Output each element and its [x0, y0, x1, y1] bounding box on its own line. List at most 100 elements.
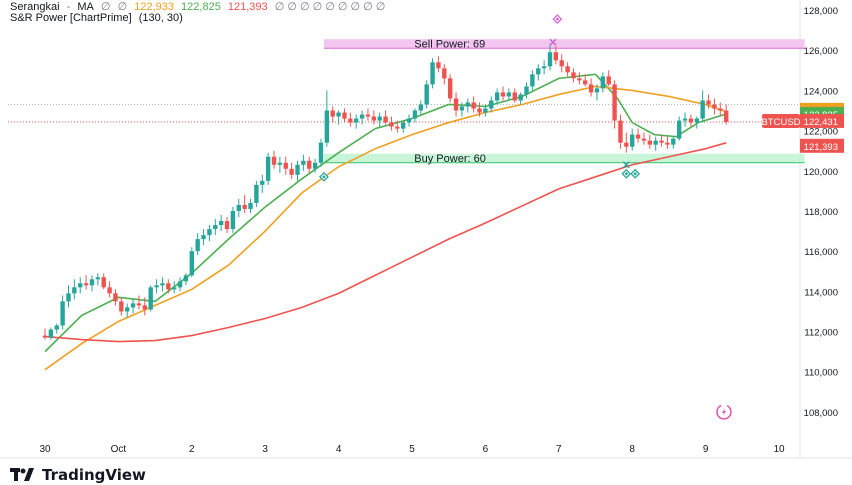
- candle-body-66: [430, 62, 435, 85]
- candle-body-64: [418, 104, 424, 111]
- candle-body-26: [195, 239, 200, 252]
- candle-body-77: [494, 92, 500, 101]
- last-price-label: 122,431: [804, 117, 838, 128]
- x-tick-label: 5: [409, 444, 415, 455]
- candle-body-55: [365, 114, 371, 117]
- candle-body-8: [89, 279, 95, 286]
- symbol-tag: [762, 113, 800, 128]
- candle-body-76: [489, 100, 494, 109]
- candle-body-67: [436, 62, 441, 69]
- tradingview-logo-icon: [10, 468, 34, 481]
- candle-body-32: [230, 210, 236, 230]
- candle-body-17: [142, 305, 148, 310]
- candle-body-56: [371, 116, 377, 121]
- tradingview-logo[interactable]: TradingView: [10, 466, 146, 484]
- candle-body-29: [213, 225, 218, 230]
- trailing-markers: ∅ ∅ ∅ ∅ ∅ ∅ ∅ ∅ ∅: [274, 1, 386, 13]
- candle-body-109: [682, 118, 688, 121]
- candle-body-39: [271, 156, 277, 165]
- candle-body-57: [377, 116, 382, 121]
- candle-body-3: [60, 301, 65, 326]
- candle-body-30: [218, 221, 224, 226]
- x-tick-label: 7: [556, 444, 562, 455]
- y-tick-label: 118,000: [804, 207, 838, 218]
- signal-diamond-core-5: [633, 172, 637, 176]
- candle-body-70: [453, 98, 459, 111]
- candle-body-18: [148, 287, 153, 310]
- lightning-ring-icon: [716, 404, 732, 420]
- y-tick-label: 108,000: [804, 408, 838, 419]
- candle-body-96: [606, 76, 611, 85]
- candle-body-49: [330, 110, 335, 117]
- indicator-legend-sr: S&R Power [ChartPrime] (130, 30): [10, 12, 187, 24]
- candle-body-44: [301, 160, 306, 165]
- candle-body-31: [224, 221, 230, 230]
- candle-body-53: [354, 118, 359, 123]
- ma-line-2: [44, 142, 727, 343]
- candle-body-45: [307, 160, 312, 169]
- candle-body-116: [723, 110, 729, 122]
- candle-body-21: [166, 283, 171, 290]
- candle-body-23: [177, 281, 183, 288]
- candle-body-80: [512, 92, 517, 101]
- empty-marker-1: ∅: [100, 1, 111, 13]
- x-tick-label: 2: [189, 444, 195, 455]
- candle-body-24: [183, 275, 189, 282]
- candle-body-74: [477, 108, 482, 113]
- x-tick-label: 30: [39, 444, 51, 455]
- candle-body-1: [48, 329, 54, 338]
- x-tick-label: Oct: [111, 444, 127, 455]
- indicator-legend-ma: Serangkai - MA ∅ ∅ 122,933 122,825 121,3…: [10, 0, 389, 13]
- price-tag-3: [800, 138, 844, 153]
- x-tick-label: 6: [483, 444, 489, 455]
- candle-body-36: [254, 184, 259, 203]
- signal-diamond-core-0: [322, 175, 326, 179]
- candle-body-94: [594, 88, 600, 93]
- candle-body-11: [107, 287, 112, 294]
- candle-body-14: [125, 307, 130, 312]
- candle-body-41: [283, 162, 288, 169]
- candle-body-91: [577, 78, 582, 81]
- candle-body-33: [236, 204, 241, 211]
- candle-body-90: [571, 72, 576, 79]
- separator-dash: -: [66, 1, 71, 13]
- candle-body-97: [612, 84, 617, 121]
- candle-body-6: [78, 283, 83, 288]
- candle-body-104: [653, 140, 658, 145]
- candle-body-111: [694, 118, 699, 123]
- candle-body-60: [395, 126, 400, 129]
- candle-body-37: [260, 180, 265, 185]
- candle-body-95: [600, 76, 606, 89]
- candle-body-106: [665, 142, 670, 145]
- candle-body-9: [95, 277, 101, 280]
- candle-body-58: [383, 116, 388, 123]
- candle-body-19: [154, 285, 159, 288]
- candle-body-25: [189, 251, 194, 276]
- candle-body-92: [583, 80, 588, 85]
- y-tick-label: 114,000: [804, 287, 838, 298]
- candle-body-71: [459, 106, 465, 111]
- candle-body-47: [318, 142, 324, 163]
- candle-body-50: [336, 112, 341, 117]
- candle-body-61: [400, 122, 406, 129]
- candle-body-54: [359, 114, 365, 119]
- candle-body-114: [712, 104, 717, 109]
- y-tick-label: 116,000: [804, 247, 838, 258]
- sr-zone-label-0: Sell Power: 69: [414, 39, 485, 51]
- candle-body-88: [559, 60, 564, 67]
- candle-body-28: [207, 229, 212, 236]
- candle-body-22: [171, 287, 177, 290]
- candle-body-42: [289, 168, 294, 175]
- candle-body-16: [136, 303, 142, 306]
- candle-body-10: [101, 277, 106, 288]
- candle-body-73: [471, 102, 476, 109]
- y-tick-label: 128,000: [804, 6, 838, 17]
- lightning-bolt-icon: [721, 407, 726, 416]
- x-tick-label: 10: [773, 444, 785, 455]
- ma-value-green: 122,825: [181, 1, 221, 13]
- candle-body-15: [130, 303, 136, 308]
- candle-body-52: [348, 118, 353, 123]
- candle-body-59: [389, 122, 394, 127]
- x-tick-label: 3: [262, 444, 268, 455]
